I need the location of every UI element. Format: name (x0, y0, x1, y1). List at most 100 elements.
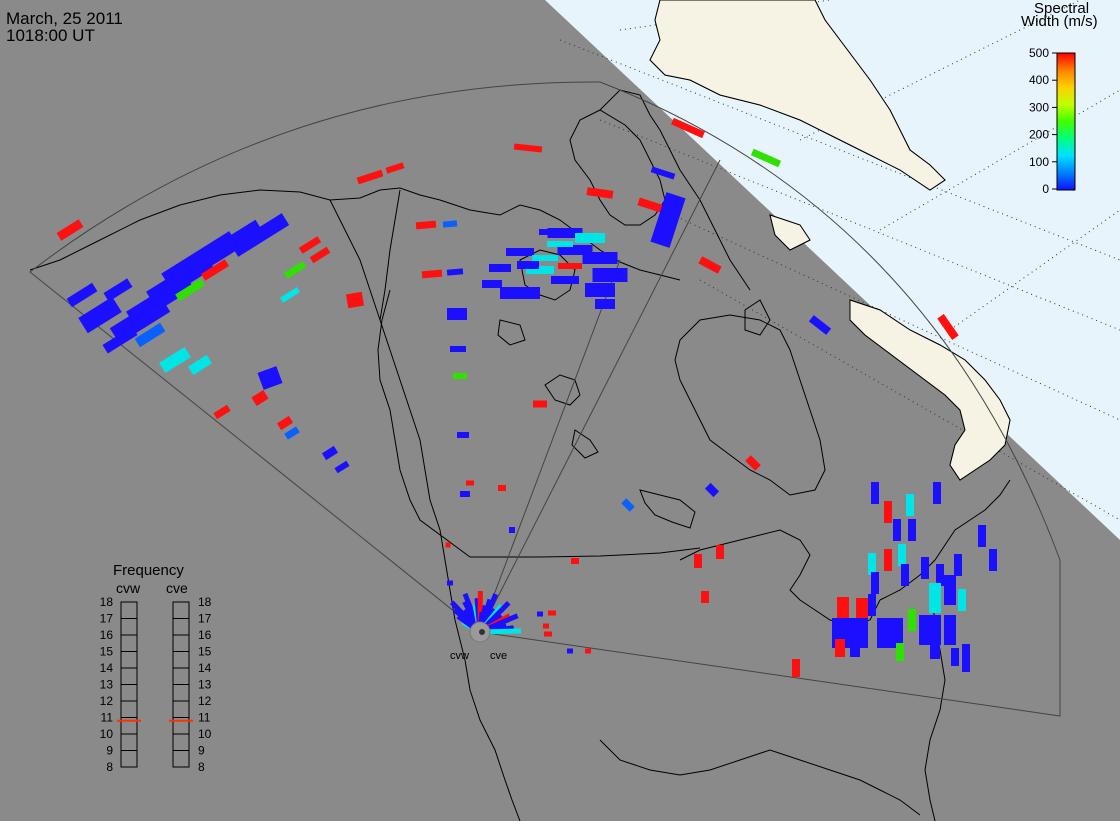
echo-cell (547, 228, 583, 238)
frequency-scale-label: 17 (100, 612, 114, 626)
echo-cell (698, 256, 722, 274)
echo-cell (309, 246, 331, 264)
frequency-scale-label: 16 (198, 628, 212, 642)
radar-label-cvw: cvw (450, 650, 469, 662)
echo-cell (571, 558, 579, 564)
echo-cell (592, 268, 628, 282)
echo-cell (283, 261, 307, 279)
frequency-scale-label: 16 (100, 628, 114, 642)
coastline (674, 314, 826, 496)
echo-cell (533, 400, 547, 408)
echo-cell (868, 594, 876, 616)
echo-cell (745, 455, 761, 471)
radar-field-of-view (29, 81, 1061, 717)
coastline (377, 289, 471, 558)
echo-cell (279, 287, 301, 303)
echo-cell (551, 276, 579, 284)
echo-cell (567, 648, 573, 654)
echo-cell (544, 631, 552, 637)
frequency-scale-label: 17 (198, 612, 212, 626)
echo-cell (585, 648, 591, 654)
echo-cell (716, 545, 724, 559)
echo-cell (446, 268, 464, 276)
echo-cell (498, 485, 506, 491)
echo-cell (919, 615, 941, 645)
grid-line (619, 0, 831, 31)
echo-cell (532, 255, 558, 261)
echo-cell (908, 609, 916, 631)
frequency-scale-label: 12 (100, 694, 114, 708)
frequency-label-cve: cve (166, 580, 188, 596)
coastline (497, 319, 526, 346)
echo-cell (537, 611, 543, 617)
fov-beam-edge (479, 259, 621, 633)
frequency-scale-label: 13 (198, 678, 212, 692)
echo-cell (230, 213, 290, 257)
echo-cell (893, 519, 901, 541)
coastline (639, 489, 696, 529)
echo-cell (466, 480, 474, 486)
radar-echoes (56, 117, 997, 677)
coastline (439, 199, 681, 281)
echo-cell (526, 266, 554, 274)
date-label: March, 25 2011 (6, 9, 123, 28)
coastlines (29, 0, 1011, 822)
echo-cell (595, 299, 615, 309)
colorbar-tick-label: 400 (1029, 73, 1049, 87)
echo-cell (575, 233, 605, 243)
echo-cell (908, 519, 916, 541)
echo-cell (850, 639, 860, 657)
echo-cell (489, 264, 511, 272)
echo-cell (921, 557, 929, 579)
grid-line (799, 0, 1081, 141)
echo-cell (196, 219, 264, 271)
echo-cell (482, 280, 502, 288)
echo-cell (457, 432, 469, 438)
grid-line (599, 119, 1120, 331)
echo-cell (78, 296, 122, 334)
frequency-scale-label: 10 (100, 727, 114, 741)
echo-cell (906, 494, 914, 516)
echo-cell (951, 648, 959, 666)
echo-cell (257, 366, 283, 390)
echo-cell (284, 426, 300, 440)
echo-cell (989, 549, 997, 571)
frequency-scale-label: 8 (198, 760, 205, 774)
echo-cell (884, 549, 892, 571)
echo-cell (933, 482, 941, 504)
echo-cell (509, 527, 515, 533)
radar-site-marker (469, 621, 491, 643)
frequency-scale-label: 11 (101, 711, 114, 725)
coastline (744, 299, 771, 336)
echo-cell (557, 245, 593, 255)
colorbar-tick-label: 0 (1042, 182, 1049, 196)
colorbar-tick-label: 500 (1029, 46, 1049, 60)
coastline (329, 199, 521, 822)
frequency-scale-label: 11 (198, 711, 211, 725)
echo-cell (792, 659, 800, 677)
colorbar (1056, 52, 1076, 191)
echo-cell (896, 643, 904, 661)
grid-line (559, 39, 1120, 261)
echo-cell (539, 229, 561, 235)
frequency-scale-label: 14 (198, 661, 212, 675)
coastline (544, 374, 581, 406)
echo-cell (936, 564, 944, 586)
coastline (569, 109, 666, 226)
landmass-day (849, 299, 1011, 481)
echo-cell (944, 615, 956, 645)
radar-site-dot (479, 629, 485, 635)
echo-cell (159, 346, 191, 374)
echo-cell (930, 641, 940, 659)
coastline (379, 189, 401, 321)
fov-outline (29, 81, 1061, 717)
echo-cell (929, 583, 941, 613)
echo-cell (637, 197, 663, 213)
echo-cell (500, 287, 540, 299)
grid-line (639, 199, 1120, 421)
frequency-scale-label: 15 (198, 645, 212, 659)
time-label: 1018:00 UT (6, 26, 95, 45)
echo-cell (447, 580, 453, 586)
coastline (470, 547, 701, 558)
